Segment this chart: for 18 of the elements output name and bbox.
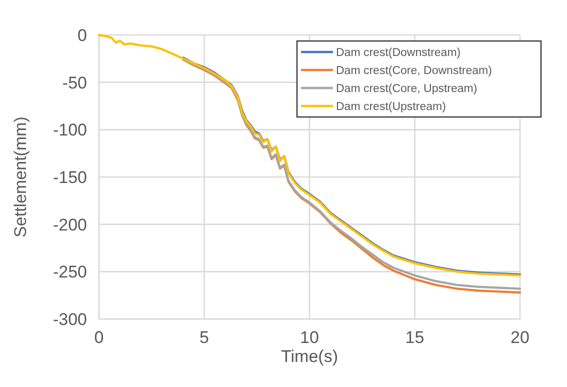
x-tick-label: 20 [510,328,530,347]
y-tick-label: -200 [52,215,87,234]
y-tick-label: -250 [52,262,87,282]
x-tick-label: 15 [405,328,424,347]
legend-label: Dam crest(Upstream) [336,101,446,114]
x-tick-label: 10 [300,328,319,347]
legend-label: Dam crest(Core, Downstream) [336,65,492,78]
x-axis-title: Time(s) [281,347,338,366]
y-tick-label: -50 [62,73,87,92]
legend-label: Dam crest(Core, Upstream) [336,83,478,96]
y-tick-label: 0 [78,26,87,45]
y-axis-title: Settlement(mm) [11,116,30,238]
y-tick-label: -150 [52,168,87,187]
x-tick-label: 0 [94,328,104,347]
x-tick-label: 5 [200,328,209,347]
y-tick-label: -100 [52,120,87,140]
legend-label: Dam crest(Downstream) [336,47,461,60]
y-tick-label: -300 [52,310,87,329]
